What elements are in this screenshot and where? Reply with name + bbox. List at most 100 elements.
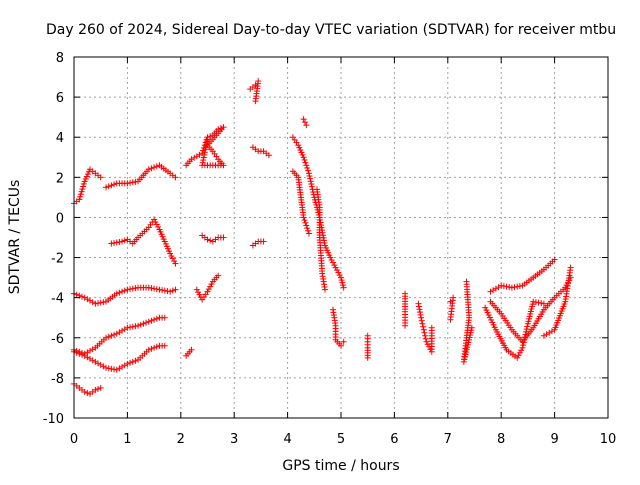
data-point-fill (196, 291, 203, 298)
data-point-fill (108, 365, 115, 372)
data-point-fill (171, 258, 178, 265)
data-point (540, 300, 547, 307)
data-point-fill (339, 279, 346, 286)
x-tick-label: 0 (70, 432, 78, 447)
data-point-fill (79, 293, 86, 300)
data-point (508, 284, 515, 291)
data-point (124, 180, 131, 187)
series-arc-4 (71, 284, 179, 307)
data-point-fill (304, 225, 311, 232)
data-point-fill (333, 267, 340, 274)
data-point (420, 326, 427, 333)
data-point-fill (308, 181, 315, 188)
data-point-fill (523, 328, 530, 335)
data-point-fill (169, 287, 176, 294)
data-point-fill (305, 227, 312, 234)
data-point-fill (151, 164, 158, 171)
data-point-fill (208, 281, 215, 288)
y-tick-label: 2 (56, 171, 64, 186)
data-point (340, 284, 347, 291)
series-arc-11 (183, 346, 195, 359)
data-point-fill (521, 336, 528, 343)
data-point-fill (153, 315, 160, 322)
data-point (215, 272, 222, 279)
data-point-fill (415, 303, 422, 310)
data-point-fill (511, 284, 518, 291)
data-point (447, 316, 454, 323)
data-point (135, 322, 142, 329)
data-point (97, 174, 104, 181)
data-point-fill (422, 332, 429, 339)
data-point-fill (199, 159, 206, 166)
data-point-fill (424, 341, 431, 348)
data-point-fill (105, 333, 112, 340)
data-point-fill (127, 324, 134, 331)
data-point-fill (524, 323, 531, 330)
data-point-fill (111, 240, 118, 247)
data-point (76, 196, 83, 203)
series-arc-12 (247, 78, 272, 249)
data-point-fill (514, 283, 521, 290)
data-point (300, 154, 307, 161)
x-tick-label: 6 (390, 432, 398, 447)
data-point-fill (132, 357, 139, 364)
data-point-fill (169, 255, 176, 262)
data-point-fill (301, 217, 308, 224)
series-arc-20 (447, 278, 475, 365)
data-point (103, 364, 110, 371)
data-point-fill (111, 181, 118, 188)
data-point (145, 166, 152, 173)
data-point-fill (148, 285, 155, 292)
data-point-fill (161, 287, 168, 294)
series-arc-8 (183, 124, 227, 169)
data-point-fill (207, 133, 214, 140)
data-point (156, 286, 163, 293)
data-point-fill (304, 164, 311, 171)
data-point-fill (329, 259, 336, 266)
data-point-fill (95, 385, 102, 392)
data-point-fill (418, 317, 425, 324)
series-arc-3 (108, 216, 179, 267)
data-point-fill (148, 317, 155, 324)
data-point-fill (416, 306, 423, 313)
data-point-fill (127, 179, 134, 186)
data-point-fill (97, 299, 104, 306)
series-arc-17 (364, 332, 371, 361)
data-point (220, 234, 227, 241)
data-point-fill (506, 284, 513, 291)
data-point-fill (523, 326, 530, 333)
data-point (124, 286, 131, 293)
data-point (103, 184, 110, 191)
data-point (161, 314, 168, 321)
series-arc-19 (415, 300, 435, 355)
data-point-fill (200, 157, 207, 164)
data-point (428, 324, 435, 331)
data-point-fill (151, 285, 158, 292)
data-point-fill (80, 183, 87, 190)
data-point-fill (205, 286, 212, 293)
series-arc-15 (300, 116, 328, 293)
data-point-fill (80, 180, 87, 187)
data-point (567, 264, 574, 271)
data-point-fill (148, 345, 155, 352)
data-point-fill (129, 179, 136, 186)
data-point (145, 318, 152, 325)
x-tick-label: 3 (230, 432, 238, 447)
data-point-fill (153, 221, 160, 228)
data-point-fill (301, 119, 308, 126)
data-point-fill (301, 156, 308, 163)
data-point-fill (331, 262, 338, 269)
data-point-fill (522, 331, 529, 338)
data-point-fill (95, 300, 102, 307)
data-point-fill (105, 365, 112, 372)
data-point-fill (127, 286, 134, 293)
y-tick-label: -10 (43, 412, 64, 427)
data-point-fill (132, 323, 139, 330)
data-point (119, 238, 126, 245)
data-point (468, 324, 475, 331)
data-point-fill (200, 154, 207, 161)
data-point-fill (336, 272, 343, 279)
data-point (305, 230, 312, 237)
x-tick-label: 2 (177, 432, 185, 447)
